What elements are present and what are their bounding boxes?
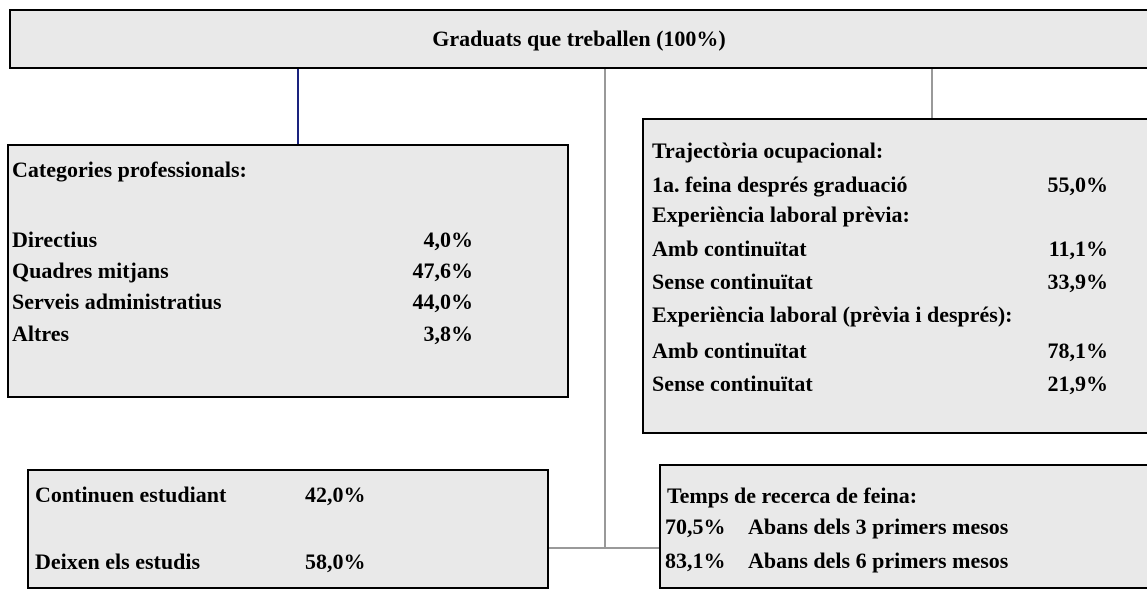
connector: [297, 68, 299, 146]
row-label: Altres: [12, 321, 70, 346]
row-value: 42,0%: [305, 482, 366, 507]
row-value: 58,0%: [305, 549, 366, 574]
row-label: Directius: [12, 227, 98, 252]
row-value: 83,1%: [665, 548, 726, 573]
row-value: 4,0%: [423, 227, 474, 252]
studies-box: Continuen estudiant 42,0% Deixen els estud…: [27, 469, 549, 589]
row-value: 33,9%: [1047, 269, 1109, 294]
row-label: Amb continuïtat: [652, 236, 807, 261]
row-value: 47,6%: [412, 258, 474, 283]
row-label: 1a. feina després graduació: [652, 172, 908, 197]
row-label: Experiència laboral prèvia:: [652, 202, 910, 227]
box-title: Trajectòria ocupacional:: [652, 138, 884, 163]
row-value: 78,1%: [1047, 338, 1109, 363]
box-title: Temps de recerca de feina:: [667, 483, 918, 508]
trajectory-box: Trajectòria ocupacional: 1a. feina despr…: [642, 118, 1147, 434]
connector: [548, 547, 660, 549]
search-box: Temps de recerca de feina: 70,5% Abans de…: [659, 464, 1147, 589]
row-label: Abans dels 6 primers mesos: [748, 548, 1009, 573]
row-label: Abans dels 3 primers mesos: [748, 514, 1009, 539]
header-box: Graduats que treballen (100%): [9, 9, 1147, 69]
row-label: Experiència laboral (prèvia i després):: [652, 302, 1013, 327]
row-label: Deixen els estudis: [35, 549, 200, 574]
connector: [931, 68, 933, 119]
row-label: Amb continuïtat: [652, 338, 807, 363]
categories-box: Categories professionals: Directius 4,0% Q…: [7, 144, 569, 398]
row-label: Sense continuïtat: [652, 269, 813, 294]
connector: [604, 68, 606, 549]
header-title: Graduats que treballen (100%): [432, 26, 726, 51]
row-label: Sense continuïtat: [652, 371, 813, 396]
row-label: Serveis administratius: [12, 289, 222, 314]
row-value: 70,5%: [665, 514, 726, 539]
row-value: 55,0%: [1047, 172, 1109, 197]
row-value: 11,1%: [1048, 236, 1108, 261]
row-value: 44,0%: [412, 289, 474, 314]
row-label: Continuen estudiant: [35, 482, 227, 507]
row-value: 3,8%: [423, 321, 474, 346]
row-value: 21,9%: [1047, 371, 1109, 396]
box-title: Categories professionals:: [12, 157, 247, 182]
row-label: Quadres mitjans: [12, 258, 169, 283]
